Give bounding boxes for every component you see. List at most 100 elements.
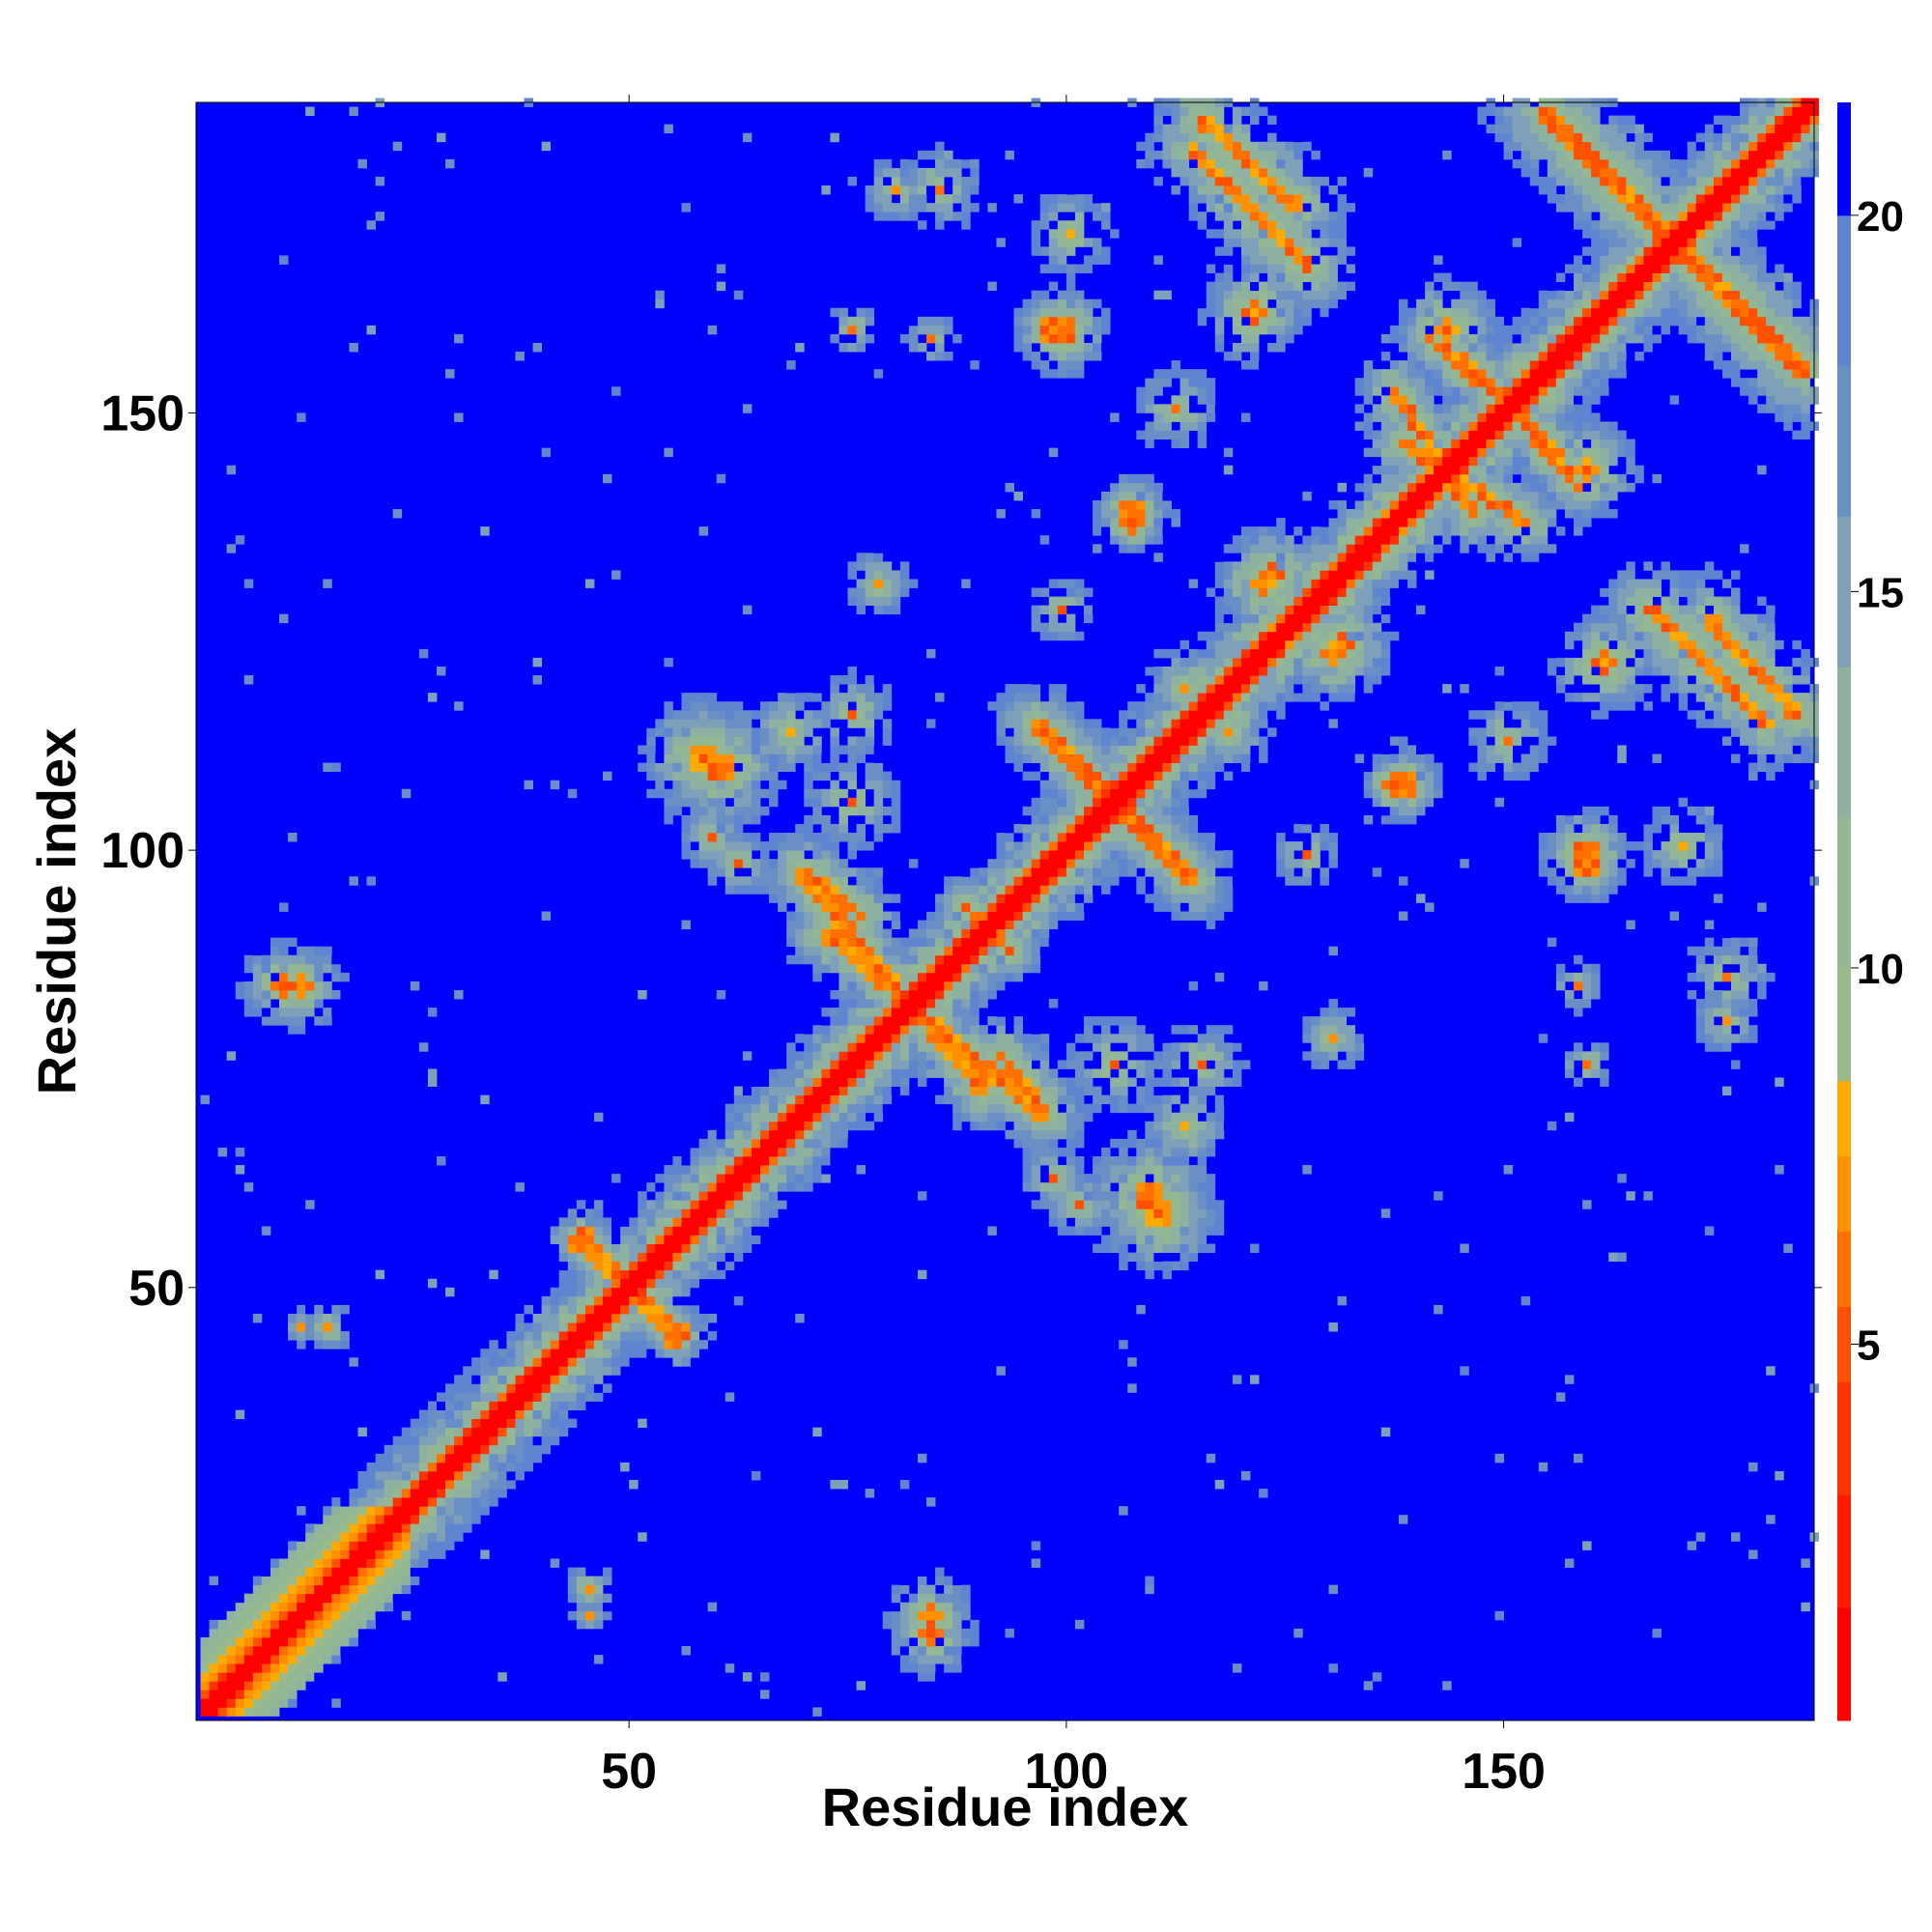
heatmap-cell — [349, 876, 358, 886]
heatmap-cell — [1101, 1156, 1111, 1166]
heatmap-cell — [1153, 850, 1163, 860]
heatmap-cell — [1031, 333, 1041, 344]
heatmap-cell — [698, 693, 709, 702]
heatmap-cell — [1145, 693, 1154, 702]
heatmap-cell — [882, 194, 893, 204]
heatmap-cell — [270, 1016, 280, 1026]
heatmap-cell — [917, 1191, 927, 1201]
heatmap-cell — [1267, 639, 1277, 650]
heatmap-cell — [323, 1584, 332, 1595]
heatmap-cell — [1093, 1068, 1102, 1078]
heatmap-cell — [524, 1435, 533, 1446]
heatmap-cell — [1197, 1138, 1208, 1149]
heatmap-cell — [1013, 342, 1023, 353]
heatmap-cell — [830, 1008, 839, 1017]
heatmap-cell — [1136, 1060, 1146, 1069]
heatmap-cell — [926, 902, 936, 912]
heatmap-cell — [891, 176, 901, 186]
heatmap-cell — [1057, 753, 1067, 763]
heatmap-cell — [1171, 167, 1180, 178]
heatmap-cell — [804, 762, 813, 773]
heatmap-cell — [541, 1392, 552, 1402]
heatmap-cell — [961, 150, 971, 160]
heatmap-cell — [1039, 876, 1050, 886]
heatmap-cell — [349, 1497, 358, 1507]
heatmap-cell — [899, 972, 910, 982]
heatmap-cell — [1039, 1182, 1050, 1192]
heatmap-cell — [1145, 806, 1154, 816]
heatmap-cell — [1145, 115, 1154, 126]
heatmap-cell — [1171, 841, 1180, 851]
heatmap-cell — [865, 963, 875, 974]
heatmap-cell — [786, 876, 796, 886]
heatmap-cell — [1136, 719, 1146, 728]
heatmap-cell — [1136, 1243, 1146, 1253]
heatmap-cell — [584, 1340, 595, 1350]
heatmap-cell — [987, 1042, 997, 1052]
heatmap-cell — [558, 1349, 569, 1358]
heatmap-cell — [795, 1051, 805, 1061]
heatmap-cell — [847, 841, 857, 851]
heatmap-cell — [795, 876, 805, 886]
heatmap-cell — [1048, 307, 1059, 318]
heatmap-cell — [1223, 902, 1234, 912]
heatmap-cell — [830, 867, 839, 877]
heatmap-cell — [1145, 780, 1154, 790]
heatmap-cell — [1197, 911, 1208, 921]
heatmap-cell — [908, 972, 919, 982]
heatmap-cell — [838, 1129, 848, 1140]
heatmap-cell — [733, 1121, 744, 1131]
heatmap-cell — [847, 806, 857, 816]
heatmap-cell — [1188, 753, 1199, 763]
heatmap-cell — [1250, 762, 1260, 773]
heatmap-cell — [1093, 833, 1102, 842]
heatmap-cell — [961, 1610, 971, 1621]
heatmap-cell — [1232, 115, 1242, 126]
heatmap-cell — [917, 1016, 927, 1026]
heatmap-cell — [707, 788, 718, 799]
heatmap-cell — [917, 150, 927, 160]
heatmap-cell — [759, 710, 770, 720]
heatmap-cell — [742, 1226, 753, 1236]
heatmap-cell — [873, 561, 884, 571]
heatmap-cell — [769, 710, 779, 720]
heatmap-cell — [1065, 281, 1076, 292]
heatmap-cell — [830, 928, 839, 939]
heatmap-cell — [436, 666, 446, 676]
heatmap-cell — [786, 850, 796, 860]
heatmap-cell — [209, 1619, 219, 1630]
heatmap-cell — [1083, 1077, 1094, 1087]
heatmap-cell — [707, 1156, 718, 1166]
heatmap-cell — [1206, 736, 1216, 746]
heatmap-cell — [252, 954, 263, 965]
heatmap-cell — [1119, 771, 1128, 781]
heatmap-cell — [690, 1269, 699, 1280]
heatmap-cell — [655, 788, 665, 799]
heatmap-cell — [401, 1567, 412, 1577]
heatmap-cell — [1276, 657, 1286, 668]
heatmap-cell — [288, 1628, 298, 1638]
heatmap-cell — [742, 1174, 753, 1183]
heatmap-cell — [1162, 1147, 1172, 1157]
heatmap-cell — [1259, 622, 1268, 633]
heatmap-cell — [541, 1409, 552, 1420]
heatmap-cell — [891, 605, 901, 615]
heatmap-cell — [646, 1200, 656, 1209]
heatmap-cell — [952, 1086, 962, 1096]
heatmap-cell — [1119, 841, 1128, 851]
heatmap-cell — [838, 980, 848, 991]
heatmap-cell — [1276, 333, 1286, 344]
heatmap-cell — [1083, 797, 1094, 808]
heatmap-cell — [1119, 1340, 1128, 1350]
heatmap-cell — [935, 194, 945, 204]
heatmap-cell — [532, 1375, 543, 1384]
heatmap-cell — [1127, 850, 1137, 860]
heatmap-cell — [1048, 1208, 1059, 1218]
heatmap-cell — [1197, 1226, 1208, 1236]
heatmap-cell — [1232, 238, 1242, 247]
heatmap-cell — [1074, 841, 1085, 851]
heatmap-cell — [270, 1008, 280, 1017]
heatmap-cell — [1048, 859, 1059, 868]
heatmap-cell — [1048, 684, 1059, 694]
heatmap-cell — [1074, 753, 1085, 763]
